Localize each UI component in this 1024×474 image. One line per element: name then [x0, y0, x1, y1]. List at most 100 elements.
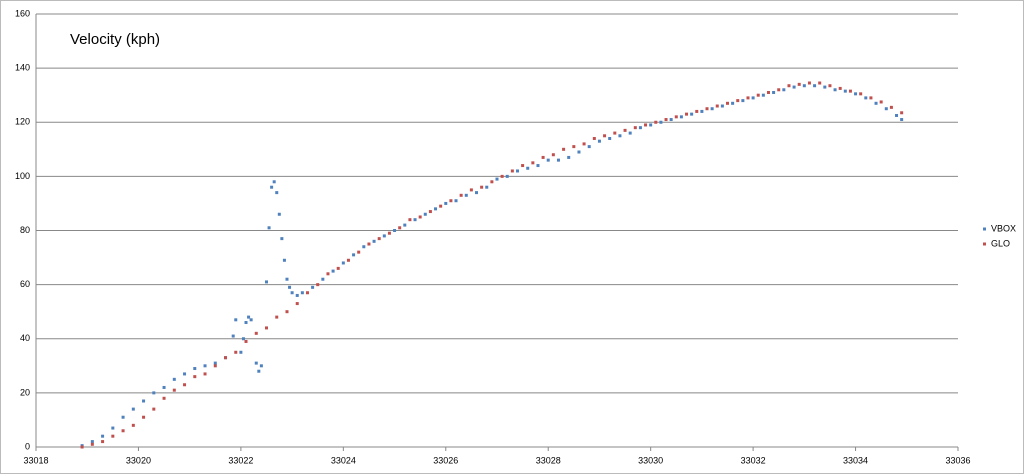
point [331, 269, 335, 273]
point [326, 272, 330, 276]
point [418, 215, 422, 219]
point [690, 112, 694, 116]
point [505, 174, 509, 178]
point [213, 361, 217, 365]
point [142, 399, 146, 403]
point [705, 107, 709, 111]
y-tick-label: 20 [20, 387, 30, 397]
x-tick-label: 33022 [228, 455, 253, 465]
point [710, 107, 714, 111]
point [231, 334, 235, 338]
legend-marker [983, 227, 986, 231]
point [802, 84, 806, 88]
point [726, 101, 729, 105]
point [669, 118, 673, 122]
point [183, 383, 187, 387]
point [649, 123, 653, 127]
point [403, 223, 407, 227]
point [387, 231, 391, 235]
point [444, 201, 448, 205]
point [193, 367, 197, 371]
point [439, 204, 443, 208]
point [464, 193, 468, 197]
x-tick-label: 33028 [536, 455, 561, 465]
point [244, 321, 248, 325]
point [674, 115, 678, 119]
point [884, 107, 888, 111]
point [295, 302, 299, 306]
point [664, 118, 668, 122]
point [131, 423, 135, 427]
point [638, 126, 642, 130]
point [838, 86, 842, 90]
point [623, 128, 627, 132]
point [874, 101, 878, 105]
point [900, 118, 904, 122]
point [521, 164, 525, 168]
x-tick-label: 33036 [945, 455, 970, 465]
point [352, 253, 356, 257]
point [797, 82, 801, 86]
point [423, 212, 427, 216]
point [121, 429, 125, 433]
point [224, 356, 228, 360]
point [766, 90, 770, 94]
point [244, 339, 248, 343]
point [582, 142, 586, 146]
point [869, 96, 873, 100]
point [741, 99, 745, 103]
point [398, 226, 402, 230]
point [469, 188, 473, 192]
y-tick-label: 40 [20, 333, 30, 343]
point [628, 131, 632, 135]
point [813, 84, 817, 88]
point [234, 318, 238, 322]
y-tick-label: 100 [15, 171, 30, 181]
point [382, 234, 386, 238]
point [275, 315, 279, 319]
x-tick-label: 33034 [843, 455, 868, 465]
point [162, 385, 166, 389]
point [213, 364, 217, 368]
point [756, 93, 760, 97]
point [828, 84, 832, 88]
point [254, 331, 258, 335]
point [613, 131, 617, 135]
point [782, 88, 786, 92]
point [270, 185, 274, 189]
point [265, 280, 268, 284]
point [587, 145, 591, 149]
point [751, 96, 755, 100]
point [736, 99, 740, 103]
point [895, 113, 899, 117]
point [288, 285, 292, 289]
x-tick-label: 33024 [331, 455, 356, 465]
point [290, 291, 294, 295]
point [685, 112, 689, 116]
point [362, 245, 366, 249]
point [608, 136, 612, 140]
point [234, 350, 238, 354]
point [449, 199, 453, 203]
point [90, 440, 94, 444]
point [254, 361, 258, 365]
point [131, 407, 135, 411]
point [720, 104, 724, 108]
point [715, 104, 719, 108]
point [787, 84, 791, 88]
point [305, 291, 309, 295]
point [480, 185, 484, 189]
point [80, 445, 84, 449]
point [372, 239, 376, 243]
point [807, 81, 811, 85]
point [761, 93, 765, 97]
y-tick-label: 60 [20, 279, 30, 289]
y-tick-label: 0 [25, 441, 30, 451]
point [731, 101, 735, 105]
y-tick-label: 160 [15, 8, 30, 18]
point [280, 237, 284, 241]
point [490, 180, 494, 184]
point [239, 350, 243, 354]
point [300, 291, 304, 295]
